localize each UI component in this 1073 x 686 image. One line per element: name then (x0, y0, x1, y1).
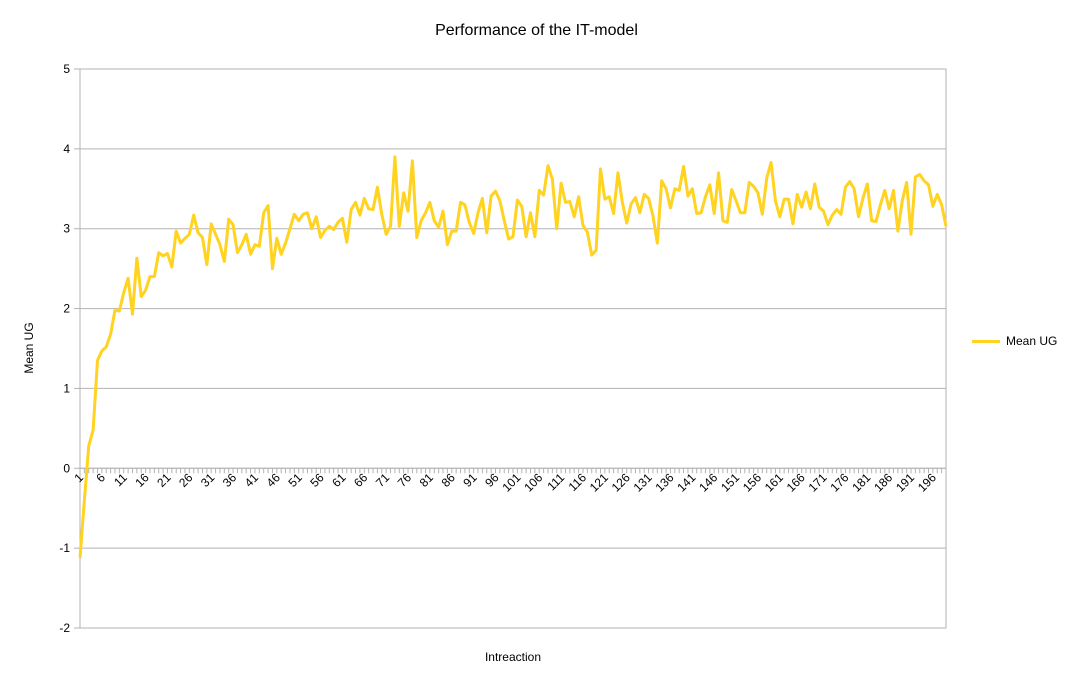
x-tick-label: 191 (893, 470, 917, 494)
x-tick-label: 156 (740, 470, 764, 494)
x-tick-label: 36 (220, 470, 240, 490)
x-tick-label: 71 (373, 470, 393, 490)
x-tick-label: 31 (198, 470, 218, 490)
legend-label: Mean UG (1006, 334, 1058, 348)
x-tick-label: 166 (784, 470, 808, 494)
x-tick-label: 121 (587, 470, 611, 494)
x-tick-label: 66 (351, 470, 371, 490)
x-tick-label: 171 (806, 470, 830, 494)
y-tick-label: -1 (59, 541, 70, 555)
x-tick-label: 196 (915, 470, 939, 494)
x-tick-label: 11 (111, 470, 130, 489)
x-tick-label: 21 (154, 470, 174, 490)
x-tick-label: 146 (696, 470, 720, 494)
x-tick-label: 186 (871, 470, 895, 494)
x-tick-label: 61 (329, 470, 349, 490)
x-tick-label: 51 (285, 470, 305, 490)
x-tick-label: 136 (653, 470, 677, 494)
x-tick-label: 26 (176, 470, 196, 490)
x-tick-label: 131 (631, 470, 655, 494)
legend: Mean UG (972, 334, 1057, 348)
x-tick-label: 86 (439, 470, 459, 490)
y-tick-label: 0 (63, 461, 70, 475)
x-tick-label: 76 (395, 470, 415, 490)
plot-border (79, 68, 947, 629)
x-tick-label: 16 (132, 470, 152, 490)
x-tick-label: 126 (609, 470, 633, 494)
chart-title: Performance of the IT-model (435, 22, 638, 39)
x-tick-label: 101 (499, 470, 523, 494)
y-tick-label: -2 (59, 621, 70, 635)
legend-swatch (972, 339, 1000, 343)
y-tick-label: 5 (63, 62, 70, 76)
x-tick-label: 181 (849, 470, 873, 494)
x-axis-label: Intreaction (484, 650, 542, 664)
x-tick-label: 151 (718, 470, 742, 494)
x-tick-label: 91 (460, 470, 480, 490)
x-tick-label: 46 (264, 470, 284, 490)
y-tick-label: 3 (63, 222, 70, 236)
x-tick-label: 96 (482, 470, 502, 490)
y-tick-label: 2 (63, 302, 70, 316)
x-tick-label: 111 (544, 470, 567, 493)
y-tick-label: 4 (63, 142, 70, 156)
x-tick-label: 106 (521, 470, 545, 494)
x-tick-label: 176 (827, 470, 851, 494)
series-line-mean-ug (78, 155, 948, 558)
y-tick-label: 1 (63, 381, 70, 395)
x-tick-label: 56 (307, 470, 327, 490)
x-tick-label: 161 (762, 470, 786, 494)
x-tick-label: 41 (242, 470, 262, 490)
y-axis-label: Mean UG (22, 322, 36, 374)
x-tick-label: 81 (417, 470, 437, 490)
x-tick-label: 116 (566, 470, 590, 494)
x-tick-label: 141 (674, 470, 698, 494)
